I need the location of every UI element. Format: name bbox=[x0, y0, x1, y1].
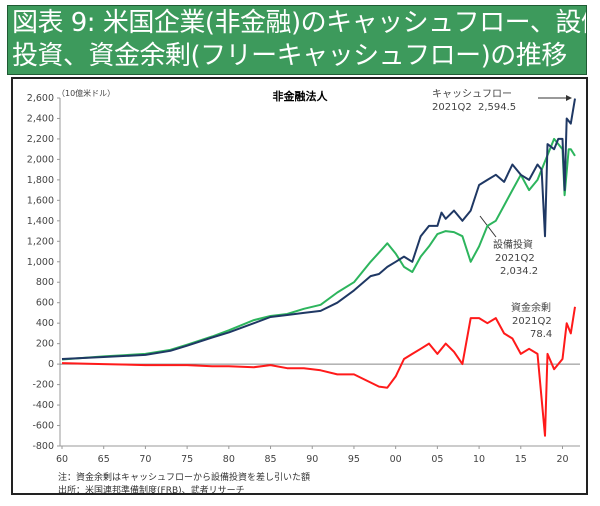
x-tick-label: 70 bbox=[139, 454, 151, 465]
y-tick-label: 1,600 bbox=[27, 195, 54, 206]
x-tick-label: 80 bbox=[223, 454, 235, 465]
y-tick-label: 2,600 bbox=[27, 93, 54, 104]
surplus-value: 78.4 bbox=[530, 329, 552, 340]
x-tick-label: 65 bbox=[98, 454, 110, 465]
chart-title-banner: 図表 9: 米国企業(非金融)のキャッシュフロー、設備 投資、資金余剰(フリーキ… bbox=[7, 5, 587, 75]
y-tick-label: -800 bbox=[32, 441, 54, 452]
y-tick-label: 600 bbox=[36, 298, 54, 309]
x-tick-label: 60 bbox=[56, 454, 68, 465]
y-tick-label: -600 bbox=[32, 421, 54, 432]
y-tick-label: -400 bbox=[32, 400, 54, 411]
series-line-1 bbox=[61, 137, 576, 361]
title-line-2: 投資、資金余剰(フリーキャッシュフロー)の推移 bbox=[12, 41, 567, 71]
cashflow-arrowhead bbox=[566, 95, 572, 101]
surplus-period: 2021Q2 bbox=[512, 316, 552, 327]
chart-title: 非金融法人 bbox=[273, 89, 329, 103]
cashflow-value: 2,594.5 bbox=[478, 102, 516, 113]
capex-value: 2,034.2 bbox=[500, 266, 538, 277]
y-axis-unit: （10億米ドル） bbox=[57, 88, 115, 98]
cashflow-label: キャッシュフロー bbox=[432, 89, 512, 100]
y-tick-label: 2,200 bbox=[27, 134, 54, 145]
x-tick-label: 95 bbox=[348, 454, 360, 465]
x-tick-label: 10 bbox=[473, 454, 485, 465]
chart-frame bbox=[11, 77, 588, 495]
footnote: 注：資金余剰はキャッシュフローから設備投資を差し引いた額 bbox=[58, 473, 311, 483]
cashflow-period: 2021Q2 bbox=[432, 102, 472, 113]
y-tick-label: 2,000 bbox=[27, 154, 54, 165]
y-tick-label: 2,400 bbox=[27, 113, 54, 124]
x-tick-label: 90 bbox=[306, 454, 318, 465]
y-tick-label: 0 bbox=[48, 359, 54, 370]
capex-label: 設備投資 bbox=[493, 238, 533, 251]
y-tick-label: 1,800 bbox=[27, 175, 54, 186]
y-tick-label: -200 bbox=[32, 380, 54, 391]
title-line-1: 図表 9: 米国企業(非金融)のキャッシュフロー、設備 bbox=[12, 8, 587, 38]
y-tick-label: 1,200 bbox=[27, 236, 54, 247]
y-tick-label: 200 bbox=[36, 339, 54, 350]
series-line-0 bbox=[61, 98, 576, 360]
x-tick-label: 85 bbox=[264, 454, 276, 465]
y-tick-label: 1,000 bbox=[27, 257, 54, 268]
x-tick-label: 00 bbox=[390, 454, 402, 465]
capex-period: 2021Q2 bbox=[495, 253, 535, 264]
y-tick-label: 800 bbox=[36, 277, 54, 288]
x-tick-label: 15 bbox=[515, 454, 527, 465]
series-line-2 bbox=[61, 306, 576, 437]
x-tick-label: 05 bbox=[431, 454, 443, 465]
surplus-label: 資金余剰 bbox=[511, 301, 551, 314]
x-tick-label: 75 bbox=[181, 454, 193, 465]
y-tick-label: 1,400 bbox=[27, 216, 54, 227]
x-tick-label: 20 bbox=[556, 454, 568, 465]
source-note: 出所：米国連邦準備制度(FRB)、武者リサーチ bbox=[58, 486, 245, 496]
y-tick-label: 400 bbox=[36, 318, 54, 329]
